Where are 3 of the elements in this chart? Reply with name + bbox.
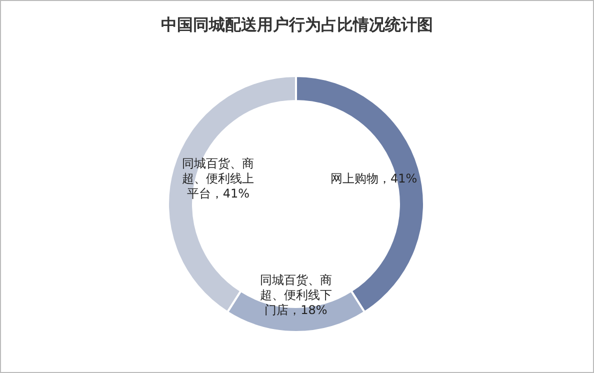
chart-title: 中国同城配送用户行为占比情况统计图 bbox=[161, 15, 433, 34]
slice-label: 同城百货、商超、便利线下门店，18% bbox=[260, 273, 332, 317]
slice-label: 同城百货、商超、便利线上平台，41% bbox=[182, 156, 254, 201]
